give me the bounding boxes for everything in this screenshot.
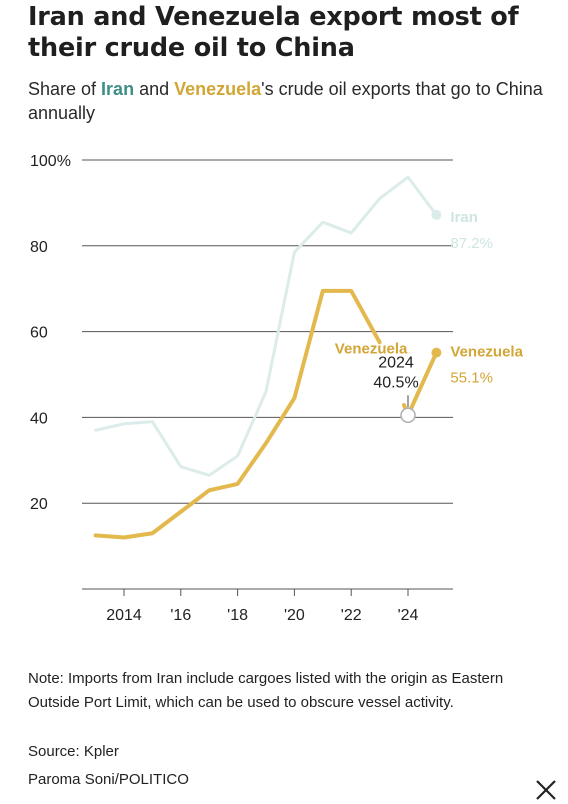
subtitle-venezuela-highlight: Venezuela <box>174 79 262 99</box>
annotation-value: 40.5% <box>373 374 418 391</box>
chart-note: Note: Imports from Iran include cargoes … <box>28 670 504 711</box>
annotation-marker-circle <box>400 407 416 424</box>
chart-credit: Paroma Soni/POLITICO <box>28 771 189 788</box>
x-tick-label: '22 <box>341 607 362 624</box>
y-tick-label: 20 <box>30 496 48 513</box>
chart-source: Source: Kpler <box>28 743 119 760</box>
subtitle-text-start: Share of <box>28 79 102 99</box>
end-value-venezuela: 55.1% <box>450 370 493 387</box>
subtitle-text-end: 's crude oil exports that go to China an… <box>28 79 543 123</box>
x-tick-label: '20 <box>284 607 305 624</box>
subtitle-iran-highlight: Iran <box>101 79 135 99</box>
y-tick-label: 80 <box>30 239 48 256</box>
chart-subtitle: Share of Iran and Venezuela's crude oil … <box>28 77 548 125</box>
close-icon[interactable] <box>532 776 560 804</box>
series-line-iran <box>94 175 438 477</box>
end-value-iran: 87.2% <box>450 235 493 252</box>
inline-label-venezuela: Venezuela <box>335 340 408 357</box>
end-label-iran: Iran <box>450 209 478 226</box>
end-label-venezuela: Venezuela <box>450 344 523 361</box>
y-tick-label: 60 <box>30 325 48 342</box>
endpoint-dot-venezuela <box>431 347 442 358</box>
x-tick-label: '16 <box>170 607 191 624</box>
x-tick-label: '24 <box>398 607 419 624</box>
x-tick-label: '18 <box>227 607 248 624</box>
y-tick-label: 40 <box>30 410 48 427</box>
subtitle-text-middle: and <box>134 79 175 99</box>
y-tick-label: 100% <box>30 153 71 170</box>
series-line-venezuela <box>93 288 382 540</box>
gridlines <box>82 159 453 596</box>
series-lines <box>93 175 442 540</box>
line-chart: 20 40 60 80 100% 2014 '16 '18 '20 '22 '24 2024 40.5%… <box>30 153 524 624</box>
endpoint-dot-iran <box>431 209 442 220</box>
chart-title: Iran and Venezuela export most of their … <box>28 2 519 63</box>
series-line-venezuela-segment <box>406 350 439 418</box>
chart-labels: 20 40 60 80 100% 2014 '16 '18 '20 '22 '24 2024 40.5%… <box>30 153 524 624</box>
close-icon-stroke-b <box>536 780 556 800</box>
x-tick-label: 2014 <box>106 607 142 624</box>
annotation-year: 2024 <box>378 354 414 371</box>
